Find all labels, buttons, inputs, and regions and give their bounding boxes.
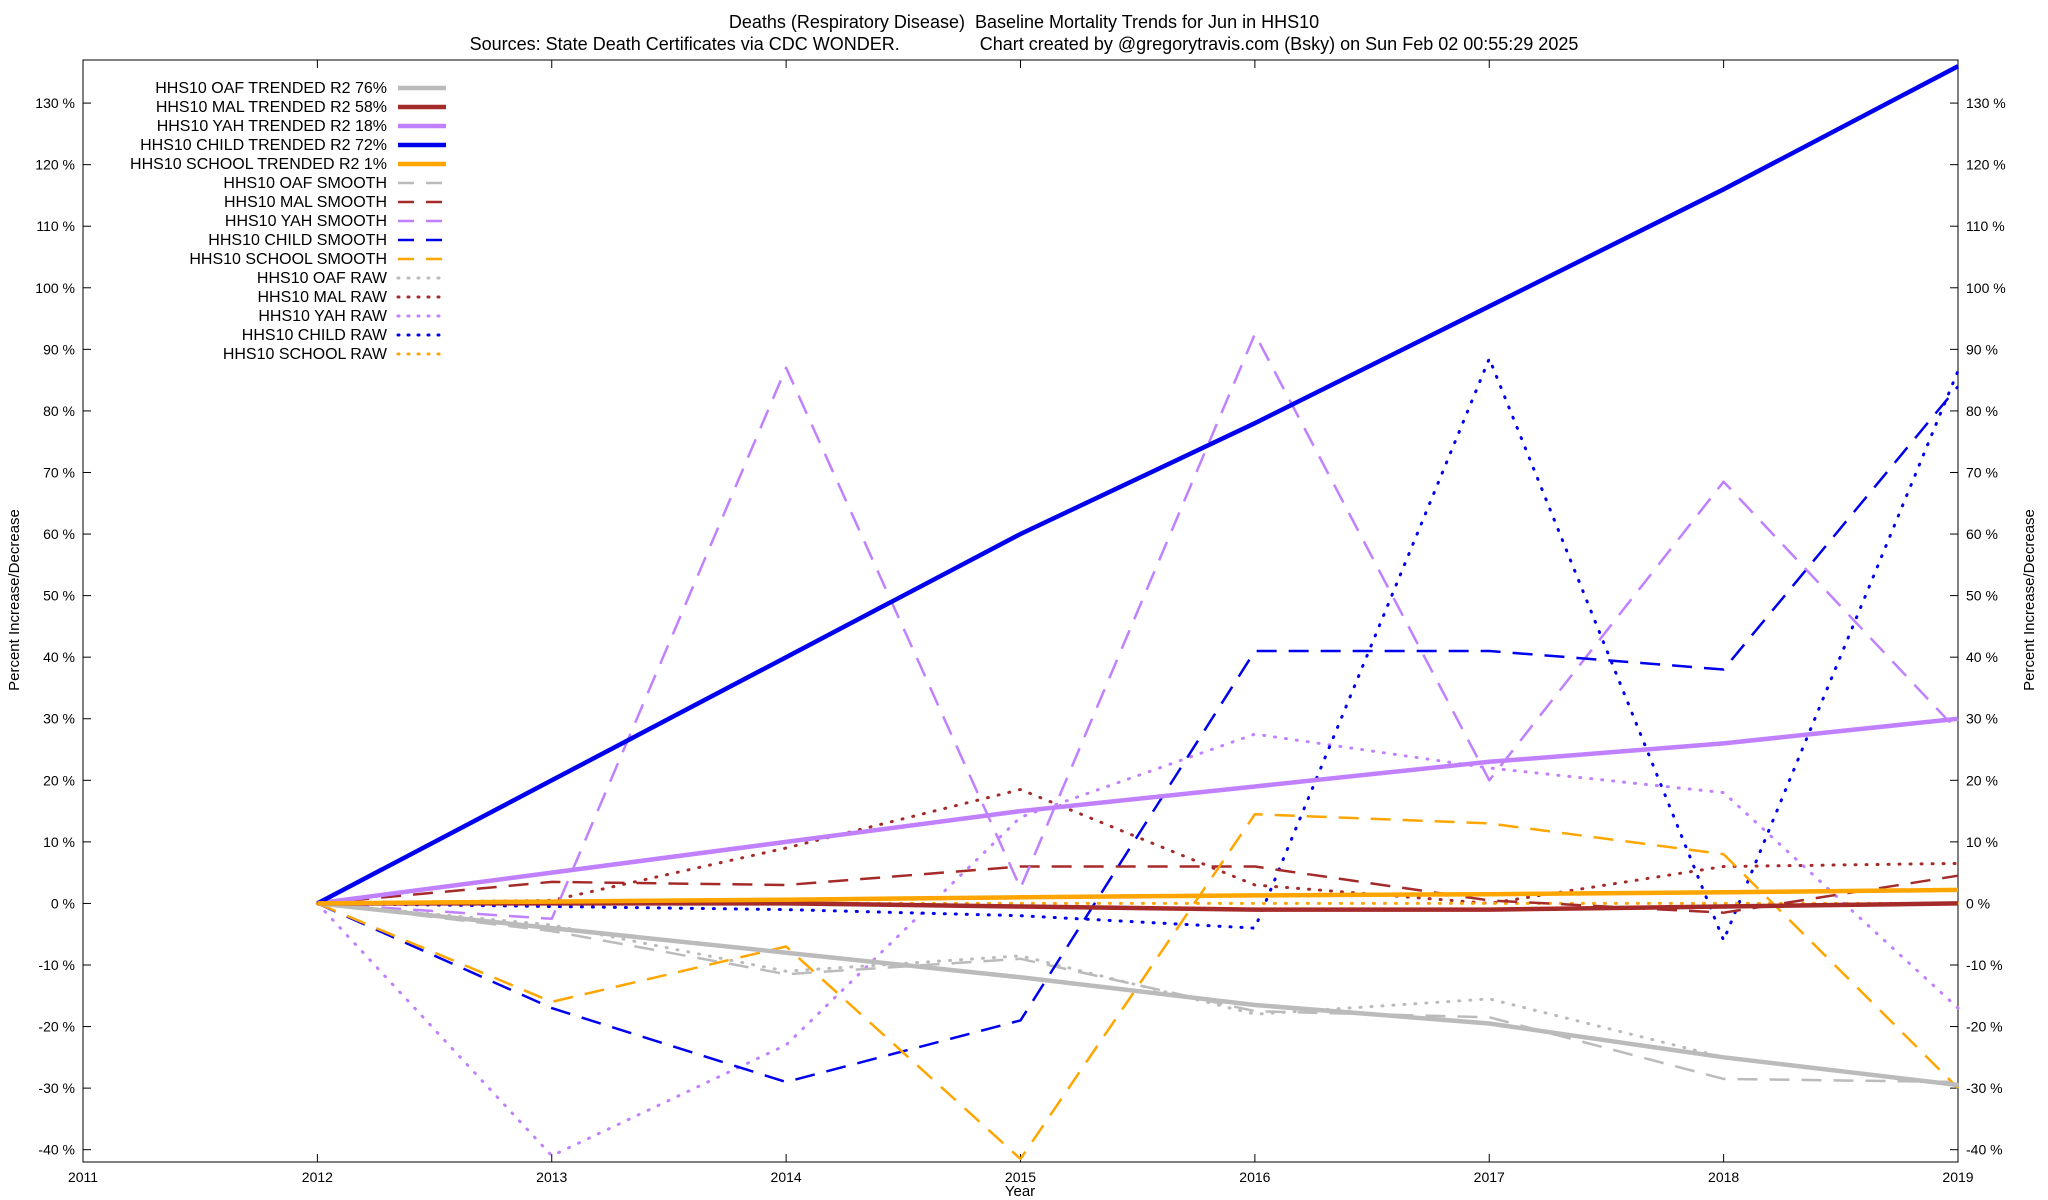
y2-tick-label: -40 % [1966, 1142, 2003, 1158]
y2-tick-label: 90 % [1966, 341, 1998, 357]
y-tick-label: 100 % [35, 280, 75, 296]
legend-label: HHS10 YAH TRENDED R2 18% [157, 118, 387, 135]
chart-title: Deaths (Respiratory Disease) Baseline Mo… [728, 12, 1320, 32]
series-line-hhs10-child-smooth [316, 385, 1959, 1084]
series-line-hhs10-yah-trended-r2-18 [317, 716, 1959, 906]
legend-label: HHS10 MAL TRENDED R2 58% [156, 99, 387, 116]
legend-label: HHS10 OAF RAW [257, 270, 388, 287]
y2-tick-label: 100 % [1966, 280, 2006, 296]
legend-label: HHS10 SCHOOL RAW [223, 346, 388, 363]
y-tick-label: 120 % [35, 157, 75, 173]
y2-tick-label: 30 % [1966, 711, 1998, 727]
x-tick-label: 2013 [536, 1169, 567, 1185]
series-line-hhs10-school-smooth [316, 812, 1959, 1161]
y2-tick-label: 60 % [1966, 526, 1998, 542]
y-tick-label: 30 % [43, 711, 75, 727]
y-tick-label: 90 % [43, 341, 75, 357]
y2-tick-label: 40 % [1966, 649, 1998, 665]
legend-label: HHS10 CHILD TRENDED R2 72% [140, 137, 387, 154]
y2-tick-label: 50 % [1966, 588, 1998, 604]
y2-axis-label: Percent Increase/Decrease [2021, 509, 2038, 691]
y2-tick-label: 120 % [1966, 157, 2006, 173]
series-line-hhs10-yah-raw [315, 732, 1960, 1158]
x-tick-label: 2014 [771, 1169, 802, 1185]
x-tick-label: 2015 [1005, 1169, 1036, 1185]
y2-tick-label: 20 % [1966, 772, 1998, 788]
axes: 2011 2012 2013 2014 2015 2016 2017 2018 2019 -40 … [35, 59, 2006, 1185]
legend-label: HHS10 SCHOOL TRENDED R2 1% [130, 156, 387, 173]
x-tick-label: 2012 [302, 1169, 333, 1185]
x-tick-label: 2018 [1708, 1169, 1739, 1185]
y-tick-label: 130 % [35, 95, 75, 111]
x-tick-label: 2019 [1942, 1169, 1973, 1185]
y-tick-label: -40 % [38, 1142, 75, 1158]
series-line-hhs10-mal-raw [315, 788, 1960, 905]
y2-tick-label: 130 % [1966, 95, 2006, 111]
y-tick-label: 0 % [51, 895, 75, 911]
legend: HHS10 OAF TRENDED R2 76% HHS10 MAL TRENDE… [130, 80, 448, 363]
series-line-hhs10-oaf-smooth [317, 902, 1959, 1084]
y-tick-label: -20 % [38, 1019, 75, 1035]
series-line-hhs10-mal-smooth [317, 865, 1959, 914]
x-axis-label: Year [1005, 1183, 1035, 1200]
y-tick-label: 60 % [43, 526, 75, 542]
series-line-hhs10-mal-trended-r2-58 [317, 901, 1959, 912]
y2-tick-label: -30 % [1966, 1080, 2003, 1096]
y-axis-label: Percent Increase/Decrease [6, 509, 23, 691]
y-tick-label: 20 % [43, 772, 75, 788]
y-tick-label: 10 % [43, 834, 75, 850]
legend-label: HHS10 MAL RAW [257, 289, 387, 306]
series-line-hhs10-oaf-trended-r2-76 [317, 901, 1959, 1088]
y2-tick-label: 110 % [1966, 218, 2005, 234]
legend-label: HHS10 CHILD SMOOTH [208, 232, 387, 249]
legend-label: HHS10 OAF SMOOTH [223, 175, 387, 192]
x-tick-label: 2017 [1474, 1169, 1505, 1185]
x-tick-label: 2016 [1239, 1169, 1270, 1185]
legend-label: HHS10 CHILD RAW [242, 327, 388, 344]
legend-label: HHS10 YAH RAW [258, 308, 388, 325]
y-tick-label: -30 % [38, 1080, 75, 1096]
y2-tick-label: 0 % [1966, 895, 1990, 911]
series-lines [315, 64, 1960, 1161]
y2-tick-label: 10 % [1966, 834, 1998, 850]
y2-tick-label: -10 % [1966, 957, 2003, 973]
series-line-hhs10-child-raw [315, 357, 1960, 942]
chart-subtitle: Sources: State Death Certificates via CD… [469, 34, 1579, 54]
x-tick-label: 2011 [68, 1169, 98, 1185]
legend-label: HHS10 MAL SMOOTH [224, 194, 387, 211]
series-line-hhs10-school-trended-r2-1 [317, 887, 1959, 906]
y-tick-label: 40 % [43, 649, 75, 665]
y2-tick-label: 70 % [1966, 464, 1998, 480]
series-line-hhs10-yah-smooth [317, 332, 1959, 921]
y-tick-label: 110 % [36, 218, 75, 234]
legend-label: HHS10 YAH SMOOTH [225, 213, 387, 230]
y-tick-label: 50 % [43, 588, 75, 604]
y2-tick-label: 80 % [1966, 403, 1998, 419]
y-tick-label: -10 % [38, 957, 75, 973]
legend-label: HHS10 OAF TRENDED R2 76% [155, 80, 387, 97]
series-line-hhs10-child-trended-r2-72 [316, 64, 1960, 906]
y2-tick-label: -20 % [1966, 1019, 2003, 1035]
y-tick-label: 70 % [43, 464, 75, 480]
legend-label: HHS10 SCHOOL SMOOTH [189, 251, 387, 268]
y-tick-label: 80 % [43, 403, 75, 419]
